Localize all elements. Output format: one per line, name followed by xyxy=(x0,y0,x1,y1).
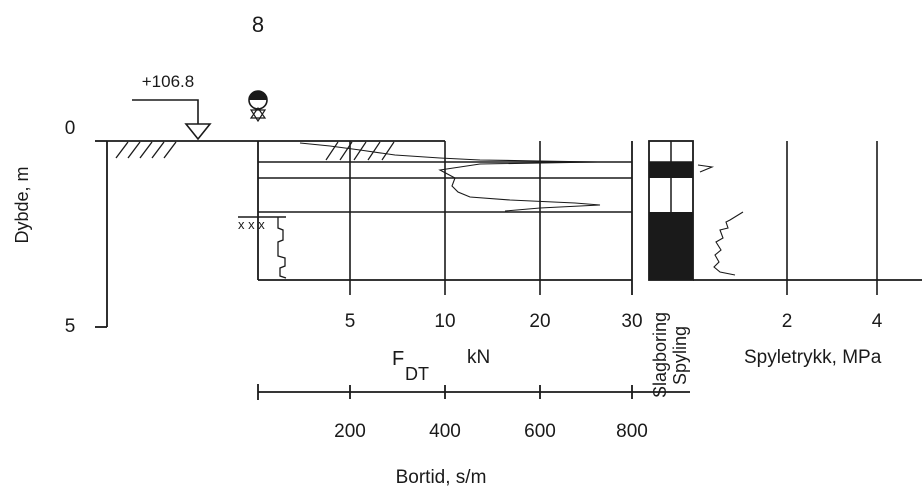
flushing-label: Spyling xyxy=(670,326,690,385)
disturbed-sample-profile: x x x xyxy=(238,216,287,279)
crosses-marker: x x x xyxy=(238,217,265,232)
pressure-plot xyxy=(693,141,922,295)
pressure-axis: 2 4 Spyletrykk, MPa xyxy=(744,311,883,368)
depth-axis-label: Dybde, m xyxy=(12,166,32,243)
ground-level-triangle-icon xyxy=(184,123,212,141)
ground-surface xyxy=(107,140,445,159)
force-plot xyxy=(257,141,633,295)
time-tick-200: 200 xyxy=(334,421,366,442)
depth-tick-0: 0 xyxy=(65,118,76,139)
force-axis-label-sub: DT xyxy=(405,364,429,384)
time-tick-800: 800 xyxy=(616,421,648,442)
force-tick-20: 20 xyxy=(529,311,550,332)
force-tick-5: 5 xyxy=(345,311,356,332)
force-tick-30: 30 xyxy=(621,311,642,332)
borehole-number: 8 xyxy=(252,12,264,37)
time-tick-600: 600 xyxy=(524,421,556,442)
depth-tick-5: 5 xyxy=(65,316,76,337)
force-axis: 5 10 20 30 F DT kN xyxy=(345,311,643,384)
sounding-symbol-icon xyxy=(248,90,268,123)
force-axis-label-main: F xyxy=(392,348,404,370)
drilling-method-column xyxy=(648,140,694,281)
force-tick-10: 10 xyxy=(434,311,455,332)
pressure-tick-2: 2 xyxy=(782,311,793,332)
ground-level-marker: +106.8 xyxy=(132,72,212,141)
pressure-tick-4: 4 xyxy=(872,311,883,332)
time-tick-400: 400 xyxy=(429,421,461,442)
pressure-axis-label: Spyletrykk, MPa xyxy=(744,347,882,368)
ground-level-label: +106.8 xyxy=(142,72,194,91)
force-axis-unit: kN xyxy=(467,347,490,368)
hammer-drilling-label: Slagboring xyxy=(650,312,670,398)
depth-axis: 0 5 Dybde, m xyxy=(12,118,108,337)
time-axis-label: Bortid, s/m xyxy=(396,467,487,488)
time-axis: 200 400 600 800 Bortid, s/m xyxy=(257,384,690,488)
